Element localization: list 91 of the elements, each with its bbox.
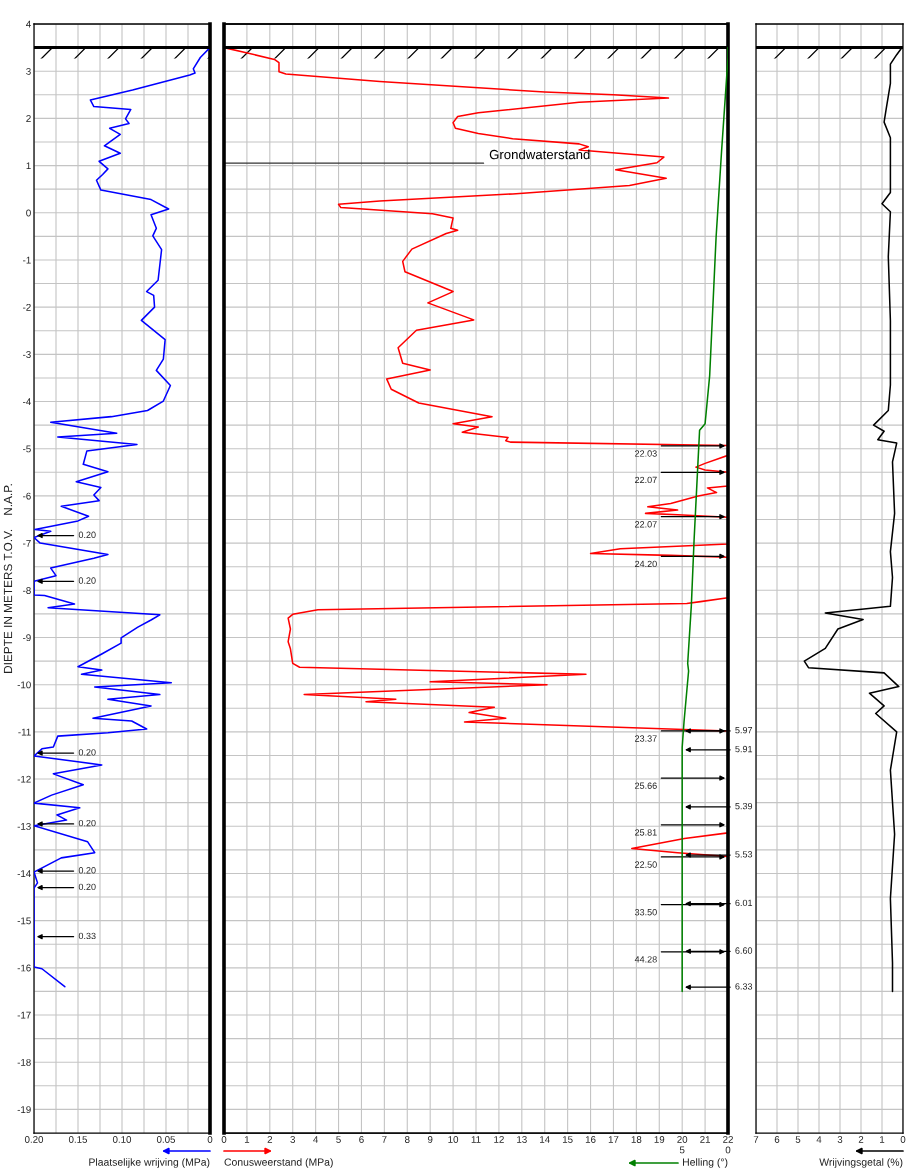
y-tick-label: -12: [17, 775, 31, 783]
x-axis-title: Helling (°): [683, 1158, 728, 1168]
x-tick-label: 2: [858, 1136, 864, 1143]
x-tick-label: 13: [517, 1136, 527, 1143]
x-tick-label: 0.20: [24, 1136, 44, 1143]
annotation: 6.33: [735, 983, 753, 990]
x-tick-label: 17: [608, 1136, 619, 1143]
y-tick-label: -15: [17, 917, 31, 925]
x-tick-label: 0: [221, 1136, 227, 1143]
x-tick-label: 1: [880, 1136, 885, 1143]
x-tick-label: 0.05: [156, 1136, 176, 1143]
x-tick-label: 21: [700, 1136, 711, 1143]
annotation: 44.28: [634, 956, 657, 963]
annotation: 22.07: [635, 521, 657, 528]
y-tick-label: 4: [26, 20, 31, 28]
y-tick-label: -8: [23, 587, 31, 594]
x-tick-label: 3: [837, 1136, 843, 1143]
ref-line-label: Grondwaterstand: [489, 149, 590, 160]
annotation: 5.39: [735, 802, 753, 810]
x-tick-label: 10: [448, 1136, 459, 1143]
x-tick-label: 2: [267, 1136, 273, 1143]
x-tick-label: 0: [207, 1136, 213, 1143]
x-tick-label: 16: [585, 1136, 596, 1143]
annotation: 6.60: [735, 947, 753, 954]
y-tick-label: -4: [23, 398, 31, 406]
annotation: 0.20: [78, 531, 96, 538]
y-tick-label: -1: [23, 256, 31, 264]
x-tick-label: 6: [774, 1136, 780, 1143]
x-tick-label: 11: [471, 1136, 481, 1143]
y-tick-label: -5: [23, 445, 31, 453]
x-tick-label: 14: [540, 1136, 550, 1143]
x-tick-label: 1: [244, 1136, 250, 1143]
annotation: 22.03: [635, 450, 657, 457]
x-tick-label: 5: [336, 1136, 341, 1143]
x-tick-label: 22: [723, 1136, 733, 1143]
annotation: 25.66: [635, 782, 657, 789]
annotation: 0.20: [78, 867, 96, 874]
annotation: 0.20: [78, 883, 96, 891]
y-tick-label: -18: [17, 1058, 31, 1066]
annotation: 6.01: [735, 899, 753, 907]
annotation: 0.20: [78, 819, 96, 827]
x-tick-label: 19: [654, 1136, 665, 1143]
y-tick-label: 3: [26, 67, 31, 75]
x-tick-label: 18: [631, 1136, 642, 1143]
x-tick-label: 0.15: [68, 1136, 88, 1143]
x-tick-label: 4: [816, 1136, 822, 1143]
y-tick-label: -13: [17, 822, 31, 830]
annotation: 0.33: [78, 932, 96, 940]
annotation: 23.37: [635, 735, 657, 742]
x-tick-label: 8: [404, 1136, 410, 1143]
y-tick-label: -6: [23, 492, 31, 500]
y-tick-label: -3: [23, 351, 31, 358]
y-axis-title: DIEPTE IN METERS T.O.V. N.A.P.: [3, 484, 13, 673]
y-tick-label: -19: [17, 1106, 31, 1114]
y-tick-label: -10: [17, 681, 31, 689]
x-tick-label: 7: [382, 1136, 387, 1143]
x-tick-label: 0: [900, 1136, 906, 1143]
y-tick-label: 1: [26, 162, 31, 170]
annotation: 0.20: [78, 577, 96, 584]
y-tick-label: 2: [26, 115, 31, 122]
annotation: 5.91: [735, 745, 753, 753]
x-tick-label: 15: [562, 1136, 573, 1143]
annotation: 0.20: [78, 749, 96, 756]
annotation: 24.20: [635, 560, 657, 568]
annotation: 5.53: [735, 851, 753, 858]
x-tick-label: 5: [795, 1136, 801, 1143]
y-tick-label: -17: [17, 1011, 31, 1019]
x-tick-label: 7: [753, 1136, 759, 1143]
x-tick-label: 9: [427, 1136, 433, 1143]
x-axis-title: Plaatselijke wrijving (MPa): [89, 1158, 210, 1168]
x-tick-label: 4: [313, 1136, 319, 1143]
x-tick-label: 0.10: [112, 1136, 132, 1143]
y-tick-label: -7: [23, 539, 31, 547]
y-tick-label: -2: [23, 303, 31, 311]
x-tick-label: 12: [494, 1136, 504, 1143]
annotation: 22.07: [635, 476, 657, 484]
y-tick-label: -14: [17, 870, 31, 877]
x-tick-label: 5: [679, 1146, 685, 1154]
x-axis-title: Conusweerstand (MPa): [224, 1158, 333, 1168]
annotation: 25.81: [635, 829, 657, 836]
annotation: 5.97: [735, 726, 753, 734]
x-axis-title: Wrijvingsgetal (%): [819, 1158, 903, 1168]
y-tick-label: -16: [17, 964, 31, 972]
y-tick-label: -9: [23, 634, 31, 642]
y-tick-label: 0: [26, 209, 31, 217]
x-tick-label: 3: [290, 1136, 295, 1143]
x-tick-label: 6: [359, 1136, 364, 1143]
annotation: 33.50: [634, 909, 657, 916]
y-tick-label: -11: [18, 728, 31, 736]
annotation: 22.50: [635, 861, 657, 868]
x-tick-label: 20: [677, 1136, 688, 1143]
